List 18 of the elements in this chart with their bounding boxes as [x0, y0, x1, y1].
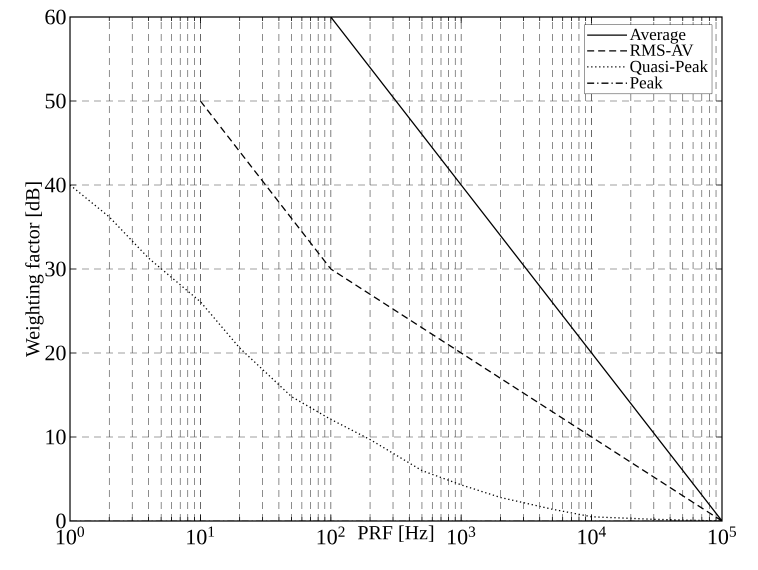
y-tick-label: 50 [46, 94, 66, 108]
legend-label: Peak [630, 76, 663, 88]
y-tick-label: 30 [46, 262, 66, 276]
y-tick-label: 60 [45, 10, 66, 24]
legend-label: RMS-AV [630, 44, 694, 56]
x-tick-label: 10$^{5}$ [708, 526, 736, 544]
y-tick-label: 0 [56, 514, 66, 528]
legend-label: Average [630, 28, 686, 44]
legend-label: Quasi-Peak [630, 60, 708, 75]
y-tick-label: 40 [44, 178, 66, 192]
y-tick-label: 20 [45, 346, 66, 360]
x-axis-title: PRF [Hz] [358, 525, 434, 542]
x-tick-label: 10$^{3}$ [448, 526, 476, 544]
y-tick-label: 10 [46, 430, 66, 444]
x-tick-label: 10$^{1}$ [187, 526, 214, 544]
y-axis-title: Weighting factor [dB] [25, 182, 44, 358]
x-tick-label: 10$^{4}$ [578, 526, 606, 544]
x-tick-label: 10$^{2}$ [318, 526, 345, 544]
